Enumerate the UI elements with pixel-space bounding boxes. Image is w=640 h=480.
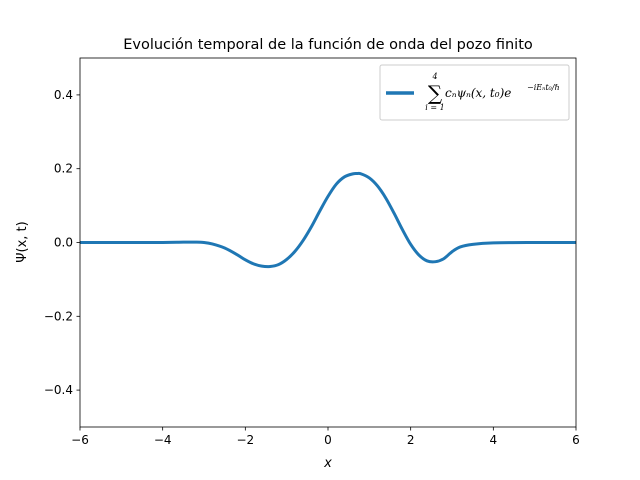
x-tick-label: −4: [154, 433, 172, 447]
wavefunction-series-line: [80, 171, 577, 269]
legend-box: [379, 64, 570, 121]
legend-body: cₙψₙ(x, t₀)e: [445, 86, 511, 100]
x-axis: −6 −4 −2 0 2 4 6: [71, 427, 580, 447]
legend-exponent: −iEₙt₀/ℏ: [527, 83, 560, 92]
x-axis-label: x: [323, 456, 332, 471]
x-tick-label: 0: [324, 433, 332, 447]
y-tick-label: −0.4: [44, 383, 73, 397]
legend-lower-limit: i = 1: [425, 103, 444, 112]
legend-sum-symbol: ∑: [428, 81, 443, 105]
legend-upper-limit: 4: [431, 72, 437, 81]
y-axis-label: Ψ(x, t): [15, 221, 30, 262]
x-tick-label: −6: [71, 433, 89, 447]
x-tick-label: −2: [236, 433, 254, 447]
y-tick-label: 0.0: [54, 236, 73, 250]
legend: 4 ∑ i = 1 cₙψₙ(x, t₀)e −iEₙt₀/ℏ: [379, 64, 570, 121]
x-tick-label: 4: [490, 433, 498, 447]
x-tick-label: 6: [572, 433, 580, 447]
y-tick-label: −0.2: [44, 309, 73, 323]
y-tick-label: 0.4: [54, 88, 73, 102]
y-tick-label: 0.2: [54, 162, 73, 176]
y-axis: −0.4 −0.2 0.0 0.2 0.4: [44, 88, 80, 397]
x-tick-label: 2: [407, 433, 415, 447]
plot-area: [80, 171, 577, 269]
chart-title: Evolución temporal de la función de onda…: [123, 37, 533, 53]
